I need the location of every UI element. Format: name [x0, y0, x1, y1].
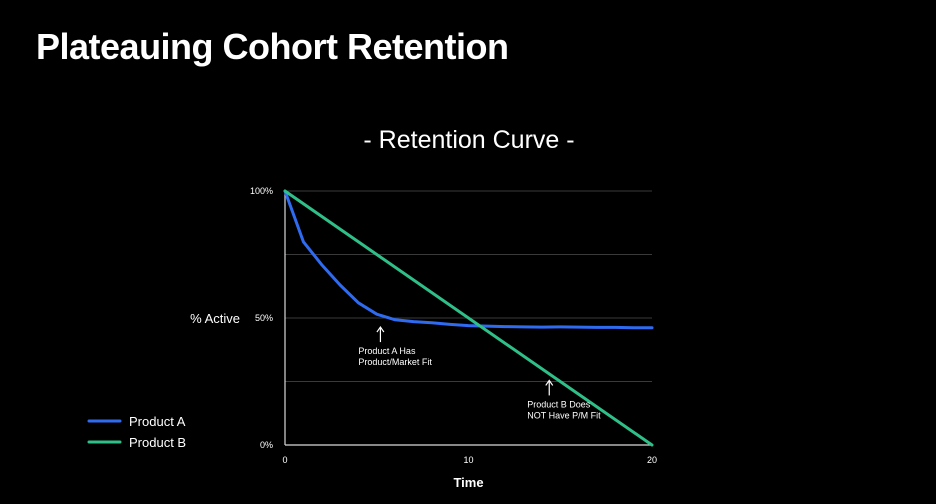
x-tick-label: 10 [463, 455, 473, 465]
legend: Product A Product B [87, 414, 186, 450]
slide-title: Plateauing Cohort Retention [36, 26, 509, 67]
y-axis-label: % Active [190, 311, 240, 326]
annotation-text: NOT Have P/M Fit [527, 410, 601, 420]
axes: 0% 50% 100% 0 10 20 % Active Time [190, 186, 657, 490]
series-line-product-b [283, 189, 654, 447]
x-axis-label: Time [453, 475, 483, 490]
annotation-text: Product B Does [527, 399, 591, 409]
y-tick-label: 100% [250, 186, 273, 196]
annotation-text: Product A Has [358, 346, 416, 356]
annotation-text: Product/Market Fit [358, 357, 432, 367]
y-tick-label: 50% [255, 313, 273, 323]
annotation-arrowhead [376, 326, 385, 333]
x-tick-label: 20 [647, 455, 657, 465]
y-tick-label: 0% [260, 440, 273, 450]
chart-title: - Retention Curve - [363, 126, 575, 154]
legend-label: Product B [129, 435, 186, 450]
legend-label: Product A [129, 414, 186, 429]
annotation-arrowhead [545, 379, 554, 386]
series-line-product-a [283, 189, 654, 330]
x-tick-label: 0 [282, 455, 287, 465]
series-layer [283, 189, 654, 447]
